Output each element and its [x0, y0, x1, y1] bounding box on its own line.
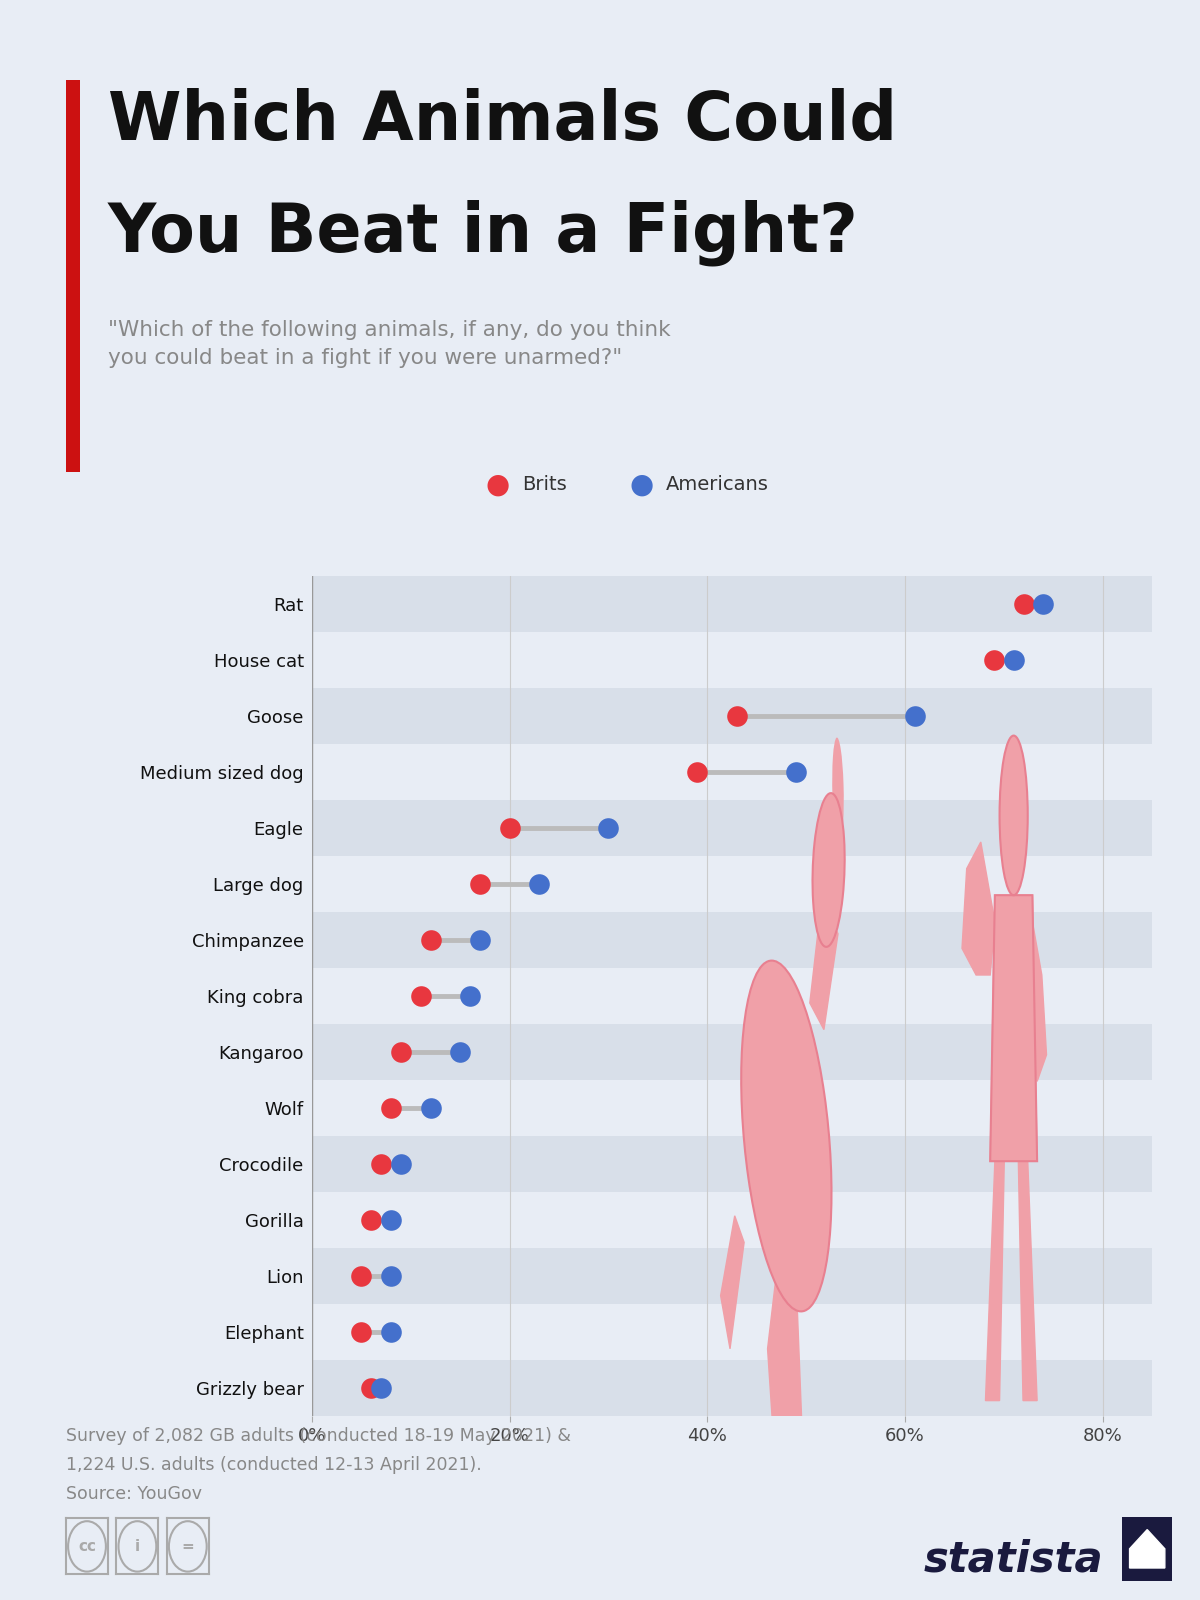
Bar — [312, 968, 1152, 1024]
Point — [984, 646, 1003, 672]
Text: ●: ● — [630, 470, 654, 499]
Text: statista: statista — [924, 1539, 1104, 1581]
Text: cc: cc — [78, 1539, 96, 1554]
Bar — [312, 1192, 1152, 1248]
Ellipse shape — [833, 738, 844, 843]
Text: Survey of 2,082 GB adults (conducted 18-19 May 2021) &: Survey of 2,082 GB adults (conducted 18-… — [66, 1427, 571, 1445]
Point — [727, 704, 746, 730]
Ellipse shape — [742, 960, 832, 1312]
Bar — [312, 1136, 1152, 1192]
Bar — [312, 856, 1152, 912]
Text: You Beat in a Fight?: You Beat in a Fight? — [108, 200, 859, 267]
Polygon shape — [768, 1269, 820, 1562]
Text: =: = — [181, 1539, 194, 1554]
Point — [461, 982, 480, 1010]
Text: ●: ● — [486, 470, 510, 499]
Polygon shape — [721, 1216, 744, 1349]
Point — [391, 1040, 410, 1066]
Point — [352, 1264, 371, 1290]
Point — [599, 816, 618, 842]
Polygon shape — [990, 894, 1037, 1162]
Point — [529, 870, 548, 896]
Text: Source: YouGov: Source: YouGov — [66, 1485, 202, 1502]
Point — [361, 1374, 380, 1402]
Text: Americans: Americans — [666, 475, 769, 494]
Polygon shape — [1129, 1530, 1165, 1568]
Point — [372, 1152, 391, 1178]
Bar — [312, 576, 1152, 632]
Bar — [312, 1304, 1152, 1360]
Circle shape — [1000, 736, 1027, 894]
Bar — [312, 632, 1152, 688]
Polygon shape — [810, 896, 838, 1030]
Ellipse shape — [812, 794, 845, 947]
Text: "Which of the following animals, if any, do you think
you could beat in a fight : "Which of the following animals, if any,… — [108, 320, 671, 368]
Text: 1,224 U.S. adults (conducted 12-13 April 2021).: 1,224 U.S. adults (conducted 12-13 April… — [66, 1456, 481, 1474]
Point — [382, 1206, 401, 1232]
Polygon shape — [985, 1162, 1004, 1400]
Point — [382, 1318, 401, 1344]
Point — [1033, 590, 1052, 616]
Point — [470, 870, 490, 896]
Point — [1014, 590, 1033, 616]
Polygon shape — [800, 1109, 829, 1242]
Text: i: i — [134, 1539, 140, 1554]
Text: Which Animals Could: Which Animals Could — [108, 88, 898, 154]
Point — [787, 760, 806, 786]
Point — [470, 926, 490, 952]
Polygon shape — [1019, 1162, 1037, 1400]
Point — [421, 1094, 440, 1120]
Bar — [312, 1024, 1152, 1080]
Point — [361, 1206, 380, 1232]
Point — [500, 816, 520, 842]
Bar — [312, 1248, 1152, 1304]
Point — [905, 704, 924, 730]
Point — [352, 1318, 371, 1344]
Point — [451, 1040, 470, 1066]
Point — [382, 1264, 401, 1290]
Bar — [312, 800, 1152, 856]
Point — [412, 982, 431, 1010]
Bar — [312, 912, 1152, 968]
Point — [391, 1152, 410, 1178]
Bar — [312, 744, 1152, 800]
Point — [1004, 646, 1024, 672]
Point — [382, 1094, 401, 1120]
Bar — [312, 1360, 1152, 1416]
Polygon shape — [962, 842, 995, 974]
Bar — [312, 688, 1152, 744]
Point — [421, 926, 440, 952]
Point — [688, 760, 707, 786]
Polygon shape — [1032, 922, 1046, 1082]
Bar — [312, 1080, 1152, 1136]
Text: Brits: Brits — [522, 475, 566, 494]
Point — [372, 1374, 391, 1402]
